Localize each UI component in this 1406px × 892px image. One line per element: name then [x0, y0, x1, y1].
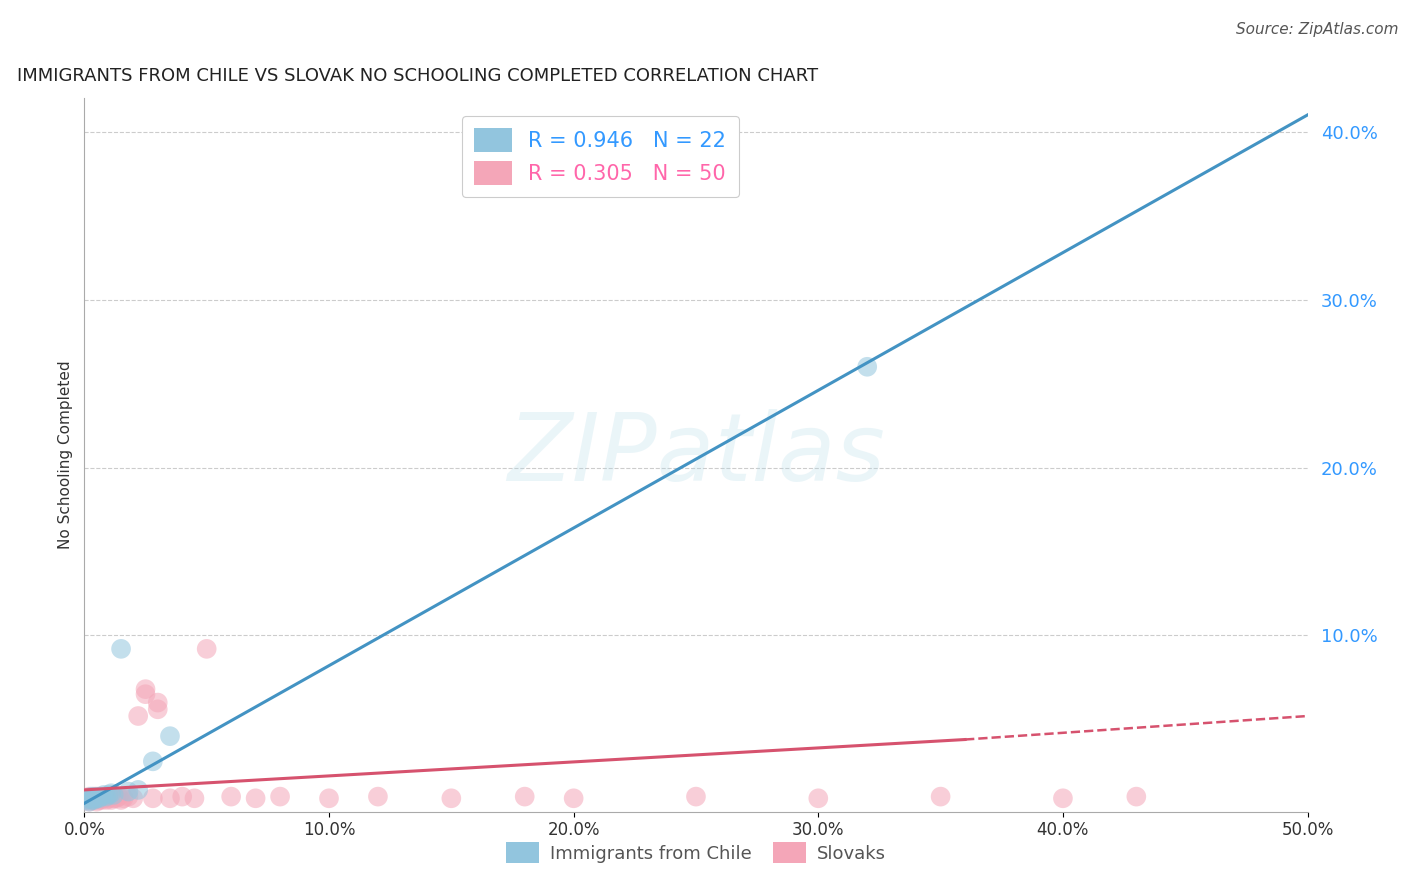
Point: [1052, 791, 1074, 805]
Point: [86, 791, 108, 805]
Point: [172, 789, 194, 804]
Point: [77, 795, 100, 809]
Point: [117, 789, 139, 804]
Point: [86, 789, 108, 804]
Point: [127, 709, 149, 723]
Point: [80, 793, 103, 807]
Point: [110, 641, 132, 656]
Y-axis label: No Schooling Completed: No Schooling Completed: [58, 360, 73, 549]
Point: [219, 789, 242, 804]
Point: [77, 791, 100, 805]
Point: [86, 795, 108, 809]
Text: Source: ZipAtlas.com: Source: ZipAtlas.com: [1236, 22, 1399, 37]
Point: [105, 791, 128, 805]
Point: [83, 791, 105, 805]
Point: [562, 791, 585, 805]
Point: [856, 359, 879, 374]
Point: [76, 793, 98, 807]
Point: [110, 793, 132, 807]
Point: [80, 789, 103, 804]
Point: [122, 791, 145, 805]
Point: [142, 755, 165, 769]
Point: [90, 791, 112, 805]
Point: [367, 789, 389, 804]
Point: [929, 789, 952, 804]
Point: [440, 791, 463, 805]
Point: [87, 789, 110, 804]
Point: [77, 789, 100, 804]
Point: [93, 791, 115, 805]
Point: [93, 789, 115, 804]
Point: [807, 791, 830, 805]
Text: ZIPatlas: ZIPatlas: [508, 409, 884, 500]
Point: [146, 696, 169, 710]
Point: [135, 687, 157, 701]
Point: [100, 793, 122, 807]
Point: [103, 791, 125, 805]
Point: [87, 791, 110, 805]
Point: [513, 789, 536, 804]
Point: [135, 682, 157, 697]
Point: [97, 791, 120, 805]
Point: [245, 791, 267, 805]
Point: [103, 788, 125, 802]
Point: [86, 791, 108, 805]
Point: [80, 793, 103, 807]
Point: [269, 789, 291, 804]
Point: [318, 791, 340, 805]
Point: [183, 791, 205, 805]
Point: [96, 793, 118, 807]
Point: [97, 788, 120, 802]
Point: [112, 791, 135, 805]
Point: [83, 793, 105, 807]
Point: [195, 641, 218, 656]
Point: [97, 789, 120, 804]
Point: [1125, 789, 1147, 804]
Point: [76, 791, 98, 805]
Point: [159, 729, 181, 743]
Point: [93, 788, 115, 802]
Text: IMMIGRANTS FROM CHILE VS SLOVAK NO SCHOOLING COMPLETED CORRELATION CHART: IMMIGRANTS FROM CHILE VS SLOVAK NO SCHOO…: [17, 68, 818, 86]
Point: [76, 793, 98, 807]
Point: [77, 795, 100, 809]
Point: [87, 793, 110, 807]
Point: [107, 789, 129, 804]
Point: [146, 702, 169, 716]
Point: [100, 786, 122, 800]
Point: [96, 789, 118, 804]
Point: [117, 784, 139, 798]
Point: [142, 791, 165, 805]
Point: [90, 789, 112, 804]
Point: [83, 793, 105, 807]
Point: [83, 789, 105, 804]
Point: [685, 789, 707, 804]
Point: [80, 791, 103, 805]
Point: [90, 793, 112, 807]
Point: [127, 783, 149, 797]
Point: [159, 791, 181, 805]
Legend: Immigrants from Chile, Slovaks: Immigrants from Chile, Slovaks: [499, 835, 893, 871]
